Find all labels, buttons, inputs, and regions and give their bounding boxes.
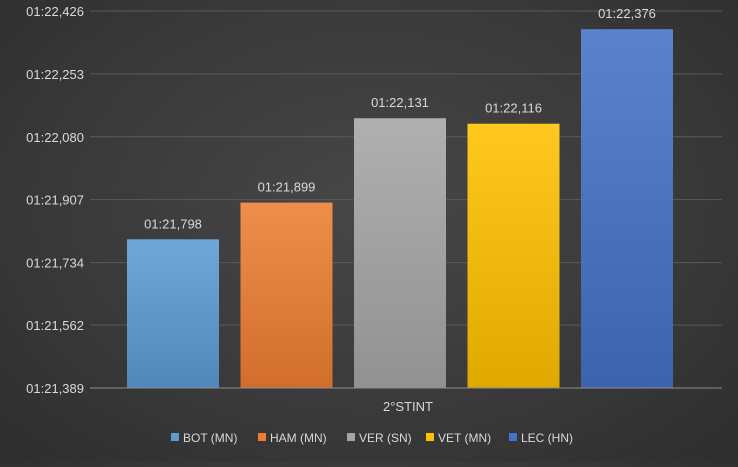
y-tick-label: 01:22,426: [26, 4, 84, 19]
legend-swatch: [171, 433, 179, 441]
bar-lec: [581, 29, 673, 389]
legend-label: VER (SN): [359, 431, 412, 445]
bar-vet: [467, 123, 560, 388]
y-tick-label: 01:21,907: [26, 193, 84, 208]
legend-label: LEC (HN): [521, 431, 573, 445]
data-label: 01:22,131: [371, 95, 429, 110]
data-labels: 01:21,798 01:21,899 01:22,131 01:22,116 01:2…: [144, 6, 656, 231]
x-axis: 2°STINT: [90, 387, 722, 414]
legend-swatch: [258, 433, 266, 441]
x-category-label: 2°STINT: [383, 399, 433, 414]
legend-swatch: [347, 433, 355, 441]
bar-ham: [240, 202, 333, 388]
data-label: 01:21,798: [144, 216, 202, 231]
bars: [127, 29, 673, 389]
legend-label: VET (MN): [438, 431, 491, 445]
data-label: 01:22,376: [598, 6, 656, 21]
y-tick-label: 01:22,080: [26, 130, 84, 145]
legend-label: HAM (MN): [270, 431, 327, 445]
data-label: 01:22,116: [485, 101, 542, 116]
legend-label: BOT (MN): [183, 431, 237, 445]
legend-swatch: [509, 433, 517, 441]
legend: BOT (MN) HAM (MN) VER (SN) VET (MN) LEC (HN): [171, 431, 573, 445]
y-tick-label: 01:21,562: [26, 318, 84, 333]
bar-bot: [127, 239, 219, 388]
y-tick-label: 01:21,389: [26, 381, 84, 396]
legend-swatch: [426, 433, 434, 441]
y-axis-ticks: 01:21,389 01:21,562 01:21,734 01:21,907 01:2…: [26, 4, 84, 396]
y-tick-label: 01:22,253: [26, 67, 84, 82]
y-tick-label: 01:21,734: [26, 256, 84, 271]
bar-ver: [354, 118, 446, 389]
data-label: 01:21,899: [258, 180, 316, 195]
